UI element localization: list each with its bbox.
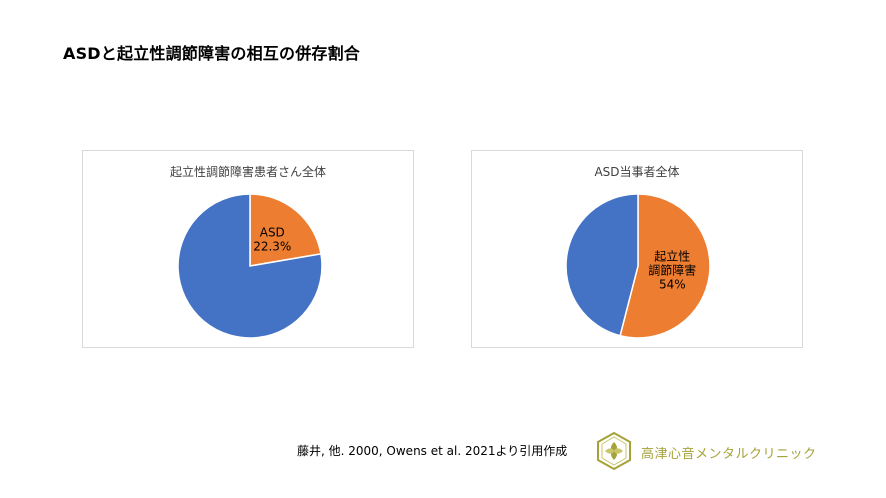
page-title: ASDと起立性調節障害の相互の併存割合 bbox=[63, 44, 360, 63]
chart-title: ASD当事者全体 bbox=[594, 165, 680, 179]
pie-slice bbox=[619, 193, 711, 339]
chart-panel-asd-persons: ASD当事者全体 起立性 調節障害 54% bbox=[471, 150, 803, 348]
pie-slice bbox=[565, 193, 639, 337]
data-label: 起立性 bbox=[654, 248, 690, 263]
clinic-name: 高津心音メンタルクリニック bbox=[641, 447, 817, 462]
pie-slice bbox=[249, 193, 322, 267]
chart-title: 起立性調節障害患者さん全体 bbox=[169, 165, 326, 179]
data-label: 調節障害 bbox=[648, 262, 696, 277]
data-label: ASD bbox=[260, 226, 285, 240]
chart-panel-od-patients: 起立性調節障害患者さん全体 ASD 22.3% bbox=[82, 150, 414, 348]
data-label: 22.3% bbox=[253, 240, 291, 254]
data-label: 54% bbox=[659, 277, 686, 291]
pie-slice bbox=[177, 193, 323, 339]
clinic-logo-icon bbox=[597, 432, 631, 470]
source-citation: 藤井, 他. 2000, Owens et al. 2021より引用作成 bbox=[297, 444, 568, 458]
